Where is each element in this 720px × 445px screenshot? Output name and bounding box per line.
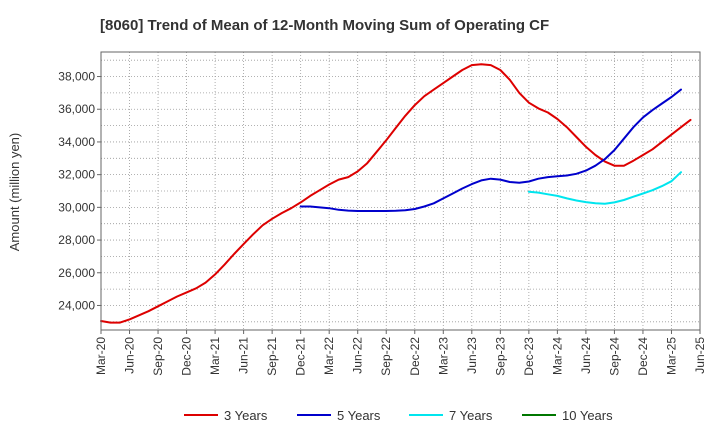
x-tick-label: Dec-21 [294,337,308,376]
plot-frame [100,51,701,331]
y-axis-label: Amount (million yen) [7,133,22,252]
x-tick-label: Mar-21 [208,337,222,375]
y-tick-label: 26,000 [58,266,95,280]
series-line-7-years [527,171,682,205]
x-tick-label: Jun-25 [693,337,707,374]
x-tick-label: Sep-24 [607,337,621,376]
legend: 3 Years 5 Years 7 Years 10 Years [184,408,613,423]
x-tick-label: Mar-25 [664,337,678,375]
x-axis-ticks: Mar-20 Jun-20 Sep-20 Dec-20 Mar-21 Jun-21 Sep-… [94,330,707,376]
x-tick-label: Dec-22 [408,337,422,376]
x-tick-label: Jun-21 [237,337,251,374]
legend-label: 5 Years [337,408,381,423]
x-tick-label: Mar-24 [550,337,564,375]
y-tick-label: 32,000 [58,168,95,182]
y-tick-label: 34,000 [58,135,95,149]
legend-label: 7 Years [449,408,493,423]
x-tick-label: Sep-20 [151,337,165,376]
grid [101,52,700,330]
legend-label: 10 Years [562,408,613,423]
x-tick-label: Mar-20 [94,337,108,375]
x-tick-label: Jun-22 [351,337,365,374]
y-tick-label: 36,000 [58,102,95,116]
legend-label: 3 Years [224,408,268,423]
x-tick-label: Mar-22 [322,337,336,375]
x-tick-label: Dec-23 [522,337,536,376]
chart-title: [8060] Trend of Mean of 12-Month Moving … [100,17,549,34]
series-lines [100,63,692,324]
y-axis-ticks: 24,000 26,000 28,000 30,000 32,000 34,000 36,0… [58,70,101,312]
x-tick-label: Dec-20 [180,337,194,376]
x-tick-label: Mar-23 [436,337,450,375]
x-tick-label: Dec-24 [636,337,650,376]
y-tick-label: 28,000 [58,233,95,247]
y-tick-label: 30,000 [58,200,95,214]
x-tick-label: Sep-23 [493,337,507,376]
series-line-5-years [299,88,682,212]
x-tick-label: Sep-21 [265,337,279,376]
x-tick-label: Sep-22 [379,337,393,376]
x-tick-label: Jun-20 [123,337,137,374]
x-tick-label: Jun-23 [465,337,479,374]
series-line-3-years [100,63,692,324]
y-tick-label: 24,000 [58,298,95,312]
y-tick-label: 38,000 [58,70,95,84]
x-tick-label: Jun-24 [579,337,593,374]
